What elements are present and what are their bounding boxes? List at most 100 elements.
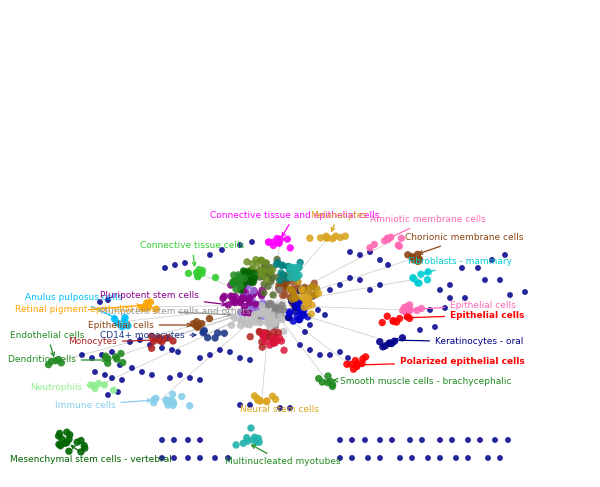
Point bbox=[400, 304, 409, 312]
Point bbox=[125, 338, 135, 346]
Text: Retinal pigment epithelial cells: Retinal pigment epithelial cells bbox=[15, 304, 156, 315]
Point bbox=[331, 232, 340, 240]
Point bbox=[251, 256, 261, 263]
Point bbox=[157, 338, 167, 346]
Point bbox=[388, 317, 398, 325]
Point bbox=[94, 379, 104, 387]
Point bbox=[235, 401, 245, 409]
Point bbox=[255, 266, 265, 274]
Text: Neural stem cells: Neural stem cells bbox=[240, 401, 319, 414]
Point bbox=[264, 302, 274, 310]
Point bbox=[248, 436, 258, 444]
Point bbox=[264, 300, 274, 307]
Point bbox=[408, 274, 418, 281]
Point bbox=[286, 274, 296, 282]
Point bbox=[490, 436, 500, 444]
Point bbox=[299, 306, 309, 314]
Point bbox=[107, 374, 117, 382]
Point bbox=[268, 339, 278, 347]
Point bbox=[54, 356, 64, 363]
Point bbox=[286, 294, 296, 302]
Point bbox=[137, 368, 147, 376]
Point bbox=[295, 316, 304, 324]
Point bbox=[424, 268, 433, 276]
Point bbox=[295, 341, 305, 349]
Point bbox=[161, 334, 170, 342]
Point bbox=[193, 272, 203, 280]
Point bbox=[247, 302, 256, 310]
Point bbox=[258, 270, 268, 278]
Point bbox=[103, 296, 113, 304]
Point bbox=[272, 303, 281, 311]
Point bbox=[294, 263, 304, 271]
Point bbox=[165, 397, 175, 405]
Point bbox=[236, 316, 246, 323]
Point bbox=[460, 294, 470, 302]
Point bbox=[249, 287, 259, 295]
Point bbox=[118, 323, 127, 331]
Point bbox=[213, 329, 223, 337]
Point bbox=[262, 318, 271, 326]
Point bbox=[143, 302, 153, 310]
Point bbox=[205, 315, 214, 322]
Point bbox=[277, 269, 286, 277]
Point bbox=[365, 244, 375, 252]
Point bbox=[247, 317, 257, 324]
Point bbox=[258, 312, 268, 320]
Point bbox=[241, 282, 251, 290]
Point bbox=[151, 394, 161, 402]
Point bbox=[220, 292, 229, 300]
Text: Immune cells: Immune cells bbox=[55, 399, 151, 410]
Point bbox=[249, 266, 259, 274]
Point bbox=[269, 308, 279, 316]
Point bbox=[326, 377, 335, 385]
Point bbox=[44, 361, 53, 369]
Point bbox=[296, 305, 305, 313]
Point bbox=[247, 307, 256, 315]
Point bbox=[268, 334, 278, 342]
Point bbox=[90, 385, 100, 393]
Point bbox=[387, 339, 397, 347]
Point bbox=[291, 274, 301, 282]
Point bbox=[257, 271, 267, 279]
Point bbox=[197, 266, 207, 274]
Point bbox=[127, 364, 137, 372]
Text: Pluripotent stem cells and others: Pluripotent stem cells and others bbox=[100, 307, 251, 317]
Point bbox=[258, 332, 268, 340]
Point bbox=[242, 316, 252, 324]
Point bbox=[277, 337, 286, 345]
Point bbox=[347, 436, 357, 444]
Text: Melanocytes: Melanocytes bbox=[310, 210, 367, 231]
Point bbox=[165, 374, 175, 382]
Point bbox=[316, 234, 325, 242]
Point bbox=[245, 356, 255, 364]
Point bbox=[245, 298, 255, 305]
Point bbox=[322, 232, 331, 240]
Point bbox=[284, 310, 294, 318]
Point bbox=[300, 286, 310, 294]
Point bbox=[298, 311, 308, 319]
Point bbox=[235, 299, 245, 306]
Point bbox=[245, 401, 255, 409]
Point bbox=[250, 274, 259, 282]
Point bbox=[184, 269, 193, 277]
Point bbox=[185, 374, 195, 382]
Point bbox=[155, 337, 164, 344]
Point bbox=[230, 299, 240, 307]
Point bbox=[238, 293, 248, 301]
Point bbox=[278, 316, 287, 324]
Point bbox=[435, 436, 445, 444]
Point bbox=[56, 442, 65, 450]
Point bbox=[241, 269, 250, 277]
Point bbox=[192, 318, 202, 326]
Point bbox=[248, 279, 258, 286]
Point bbox=[139, 303, 149, 311]
Point bbox=[55, 430, 64, 437]
Point bbox=[259, 266, 269, 274]
Point bbox=[268, 291, 278, 299]
Point bbox=[239, 281, 248, 289]
Point bbox=[407, 454, 417, 462]
Point bbox=[254, 434, 263, 442]
Point bbox=[260, 337, 269, 345]
Point bbox=[360, 436, 370, 444]
